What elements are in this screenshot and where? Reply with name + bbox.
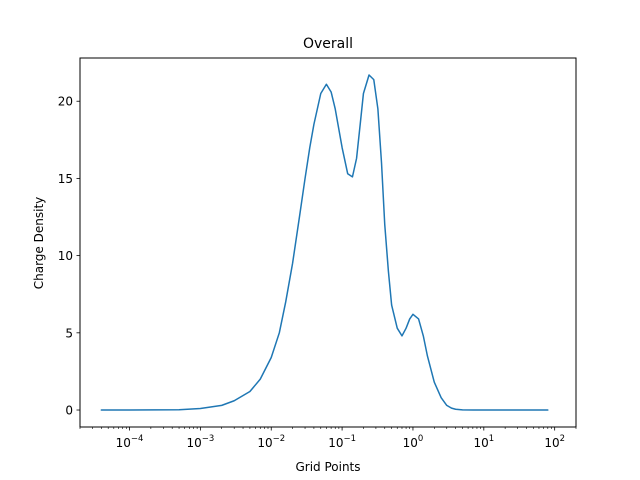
y-tick-label: 0 [65, 404, 73, 418]
plot-area [100, 74, 549, 411]
plot-frame [79, 57, 577, 428]
y-tick-label: 5 [65, 326, 73, 340]
x-tick-label: 10−1 [328, 434, 356, 450]
series-line-0 [100, 74, 549, 411]
x-axis-ticks: 10−4 10−3 10−2 10−1 100 101 102 [79, 427, 577, 450]
x-tick-label: 101 [473, 434, 494, 450]
y-tick-label: 15 [58, 172, 73, 186]
chart-title: Overall [303, 36, 353, 52]
x-tick-label: 102 [544, 434, 565, 450]
x-tick-label: 100 [403, 434, 424, 450]
x-tick-label: 10−3 [186, 434, 214, 450]
y-tick-label: 10 [58, 249, 73, 263]
y-axis-ticks: 0 5 10 15 20 [58, 95, 80, 418]
y-tick-label: 20 [58, 95, 73, 109]
x-tick-label: 10−4 [116, 434, 144, 450]
x-tick-label: 10−2 [257, 434, 285, 450]
y-axis-label: Charge Density [32, 197, 46, 290]
x-axis-label: Grid Points [295, 460, 360, 474]
